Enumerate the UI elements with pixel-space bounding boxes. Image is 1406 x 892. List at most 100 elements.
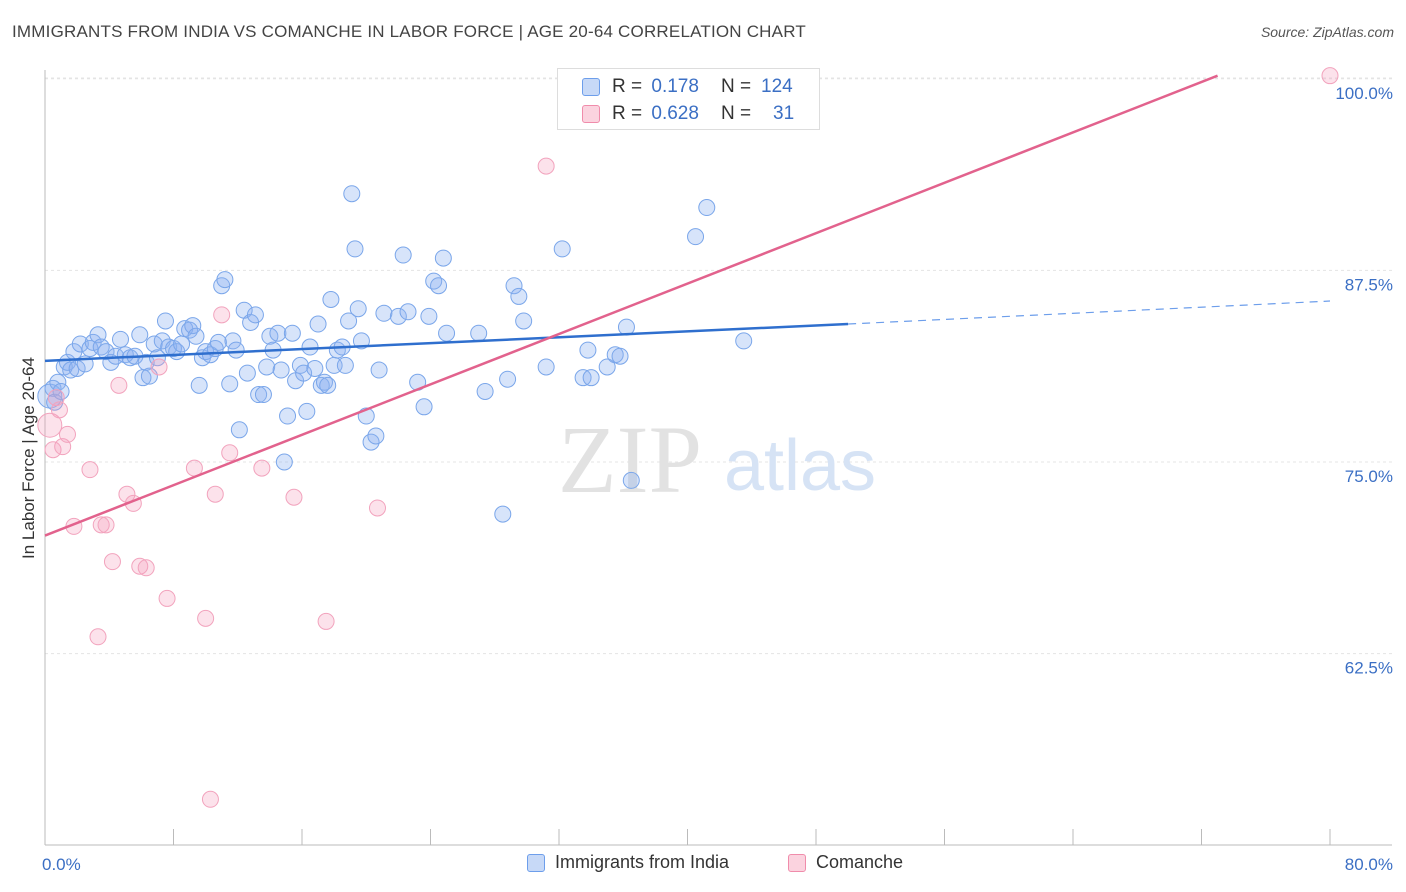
legend-label-india: Immigrants from India — [555, 852, 730, 872]
legend-label-comanche: Comanche — [816, 852, 904, 872]
point-comanche — [285, 488, 303, 506]
legend-item-india[interactable]: Immigrants from India — [527, 852, 729, 873]
point-india — [515, 312, 533, 330]
point-comanche — [158, 589, 176, 607]
point-india — [389, 307, 407, 325]
point-india — [137, 353, 155, 371]
legend: Immigrants from India Comanche — [0, 852, 1406, 878]
point-india — [399, 303, 417, 321]
r-label: R = — [612, 76, 643, 97]
r-value: 0.178 — [651, 76, 699, 97]
point-india — [420, 307, 438, 325]
point-india — [622, 471, 640, 489]
point-india — [336, 356, 354, 374]
point-comanche — [44, 441, 62, 459]
point-india — [687, 228, 705, 246]
point-india — [275, 453, 293, 471]
point-comanche — [197, 609, 215, 627]
point-india — [394, 246, 412, 264]
point-india — [735, 332, 753, 350]
point-india — [537, 358, 555, 376]
watermark: ZIP atlas — [558, 406, 876, 513]
point-comanche — [221, 444, 239, 462]
point-comanche — [317, 612, 335, 630]
y-tick-label: 100.0% — [1335, 84, 1393, 103]
point-india — [173, 335, 191, 353]
point-india — [298, 402, 316, 420]
legend-item-comanche[interactable]: Comanche — [788, 852, 903, 873]
point-india — [258, 358, 276, 376]
y-tick-label: 62.5% — [1345, 659, 1393, 678]
point-india — [438, 324, 456, 342]
point-comanche — [81, 461, 99, 479]
point-india — [306, 359, 324, 377]
point-comanche — [206, 485, 224, 503]
point-india — [370, 361, 388, 379]
point-india — [224, 332, 242, 350]
legend-swatch-india — [582, 78, 600, 96]
point-india — [49, 373, 67, 391]
point-comanche — [110, 376, 128, 394]
point-india — [367, 427, 385, 445]
point-india — [184, 317, 202, 335]
point-india — [71, 335, 89, 353]
point-comanche — [137, 559, 155, 577]
point-india — [343, 185, 361, 203]
point-india — [322, 291, 340, 309]
point-comanche — [213, 306, 231, 324]
point-india — [582, 369, 600, 387]
point-india — [499, 370, 517, 388]
point-comanche — [89, 628, 107, 646]
point-india — [510, 287, 528, 305]
point-india — [346, 240, 364, 258]
trend-line-india — [44, 322, 849, 363]
r-value: 0.628 — [651, 103, 699, 124]
n-label: N = — [720, 103, 752, 124]
point-india — [279, 407, 297, 425]
y-axis-label: In Labor Force | Age 20-64 — [19, 357, 38, 559]
point-comanche — [150, 358, 168, 376]
point-comanche — [97, 516, 115, 534]
point-comanche — [253, 459, 271, 477]
point-india — [349, 300, 367, 318]
trend-line-comanche — [44, 74, 1219, 537]
point-india — [131, 326, 149, 344]
point-india — [340, 312, 358, 330]
axes — [44, 70, 1392, 846]
point-india — [579, 341, 597, 359]
point-comanche — [37, 412, 63, 438]
point-comanche — [92, 516, 110, 534]
point-india — [295, 364, 313, 382]
point-comanche — [201, 790, 219, 808]
point-india — [698, 199, 716, 217]
point-india — [494, 505, 512, 523]
point-india — [272, 361, 290, 379]
point-india — [470, 324, 488, 342]
point-india — [505, 277, 523, 295]
point-india — [238, 364, 256, 382]
y-tick-label: 75.0% — [1345, 467, 1393, 486]
legend-stats: R = 0.178 N = 124 R = 0.628 N = 31 — [557, 68, 820, 130]
point-india — [319, 376, 337, 394]
legend-stats-row-comanche: R = 0.628 N = 31 — [582, 102, 794, 126]
point-india — [246, 306, 264, 324]
point-india — [598, 358, 616, 376]
point-india — [269, 324, 287, 342]
legend-swatch-comanche — [788, 853, 806, 872]
point-india — [187, 327, 205, 345]
watermark-zip: ZIP — [558, 406, 702, 513]
point-india — [111, 330, 129, 348]
point-india — [62, 361, 80, 379]
watermark-atlas: atlas — [724, 426, 876, 506]
point-comanche — [58, 425, 76, 443]
point-india — [476, 382, 494, 400]
point-india — [611, 347, 629, 365]
tick-labels: 62.5% 75.0% 87.5% 100.0% 0.0% 80.0% — [42, 84, 1393, 874]
point-india — [181, 321, 199, 339]
point-india — [283, 324, 301, 342]
point-india — [415, 398, 433, 416]
point-india — [254, 386, 272, 404]
point-india — [301, 338, 319, 356]
point-comanche — [103, 553, 121, 571]
point-comanche — [1321, 67, 1339, 85]
